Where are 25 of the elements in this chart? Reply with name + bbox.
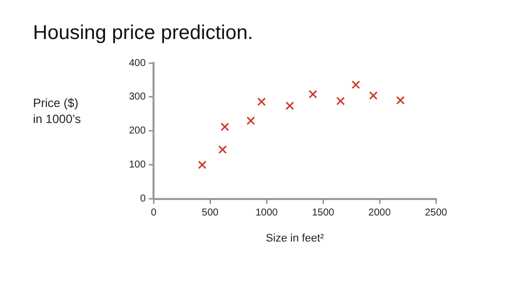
x-tick-label: 0 (150, 208, 157, 219)
x-tick-label: 1500 (312, 208, 335, 219)
point (257, 97, 266, 106)
x-tick-label: 500 (202, 208, 219, 219)
point (369, 91, 378, 100)
point (198, 160, 207, 170)
y-tick-label: 0 (140, 194, 146, 205)
point (308, 90, 318, 99)
y-axis-title: Price ($) in 1000’s (33, 95, 81, 127)
point (218, 145, 227, 154)
point (352, 80, 360, 90)
y-tick-label: 300 (128, 92, 146, 103)
x-tick-label: 2500 (424, 208, 448, 219)
point (220, 122, 230, 132)
x-tick-label: 1000 (255, 208, 278, 219)
chart-title: Housing price prediction. (33, 22, 254, 45)
x-axis-title: Size in feet² (266, 232, 324, 244)
x-tick-label: 2000 (368, 208, 392, 219)
point (285, 101, 294, 110)
point (246, 116, 256, 125)
y-tick-label: 100 (128, 160, 146, 171)
y-tick-label: 400 (128, 58, 146, 69)
point (396, 96, 405, 105)
y-tick-label: 200 (128, 126, 146, 137)
point (336, 96, 345, 106)
